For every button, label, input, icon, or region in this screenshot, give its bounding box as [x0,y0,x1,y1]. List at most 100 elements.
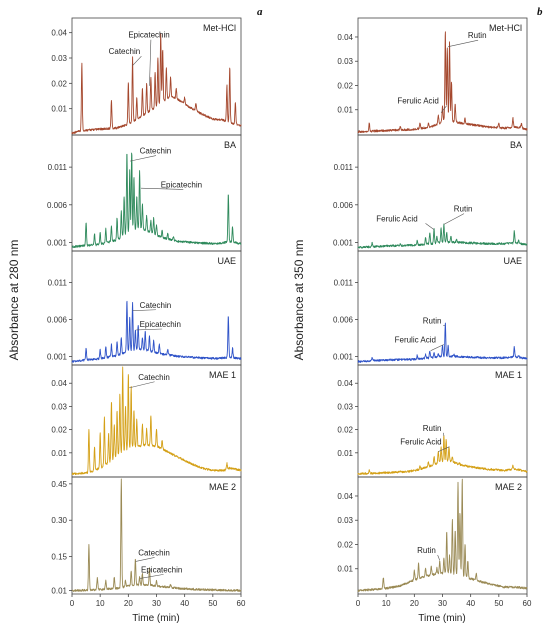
x-tick-label: 60 [237,599,246,608]
y-tick-label: 0.02 [51,426,67,435]
x-tick-label: 50 [494,599,503,608]
y-tick-label: 0.006 [333,201,354,210]
y-tick-label: 0.01 [51,587,67,596]
y-tick-label: 0.04 [337,33,353,42]
panel-label: Met-HCl [203,23,236,33]
y-tick-label: 0.011 [334,279,354,288]
y-tick-label: 0.01 [337,565,353,574]
annotation-leader-line [442,432,445,437]
chromatogram-trace [71,33,242,135]
annotation-leader-line [136,328,163,331]
peak-annotation: Catechin [140,301,172,310]
y-tick-label: 0.03 [51,54,67,63]
panel-frame [357,17,528,136]
peak-annotation: Catechin [109,47,141,56]
y-tick-label: 0.006 [47,316,68,325]
y-tick-label: 0.001 [47,238,68,247]
y-tick-label: 0.001 [333,238,354,247]
annotation-leader-line [140,574,164,579]
annotation-leader-line [132,309,157,312]
y-tick-label: 0.01 [51,105,67,114]
peak-annotation: Epicatechin [140,320,181,329]
annotation-leader-line [140,187,184,190]
column-b-x-axis-label: Time (min) [418,613,465,624]
peak-annotation: Ferulic Acid [397,97,438,106]
column-a-y-axis-label: Absorbance at 280 nm [7,240,21,361]
x-tick-label: 30 [152,599,161,608]
peak-annotation: Ferulic Acid [376,214,417,223]
y-tick-label: 0.02 [337,540,353,549]
column-a-letter: a [257,6,263,18]
panel-b-uae: 0.001 0.006 0.011 UAE Rutin Ferulic Acid [333,250,528,366]
panel-a-mae-2: 0.01 0.15 0.30 0.45 MAE 2 Catechin Epicatechin… [51,476,246,608]
chromatogram-trace [357,322,528,363]
chromatogram-trace [71,152,242,248]
panel-label: BA [510,140,522,150]
annotation-leader-line [443,213,465,225]
column-a-x-axis-label: Time (min) [132,613,179,624]
panel-label: UAE [217,256,236,266]
y-tick-label: 0.001 [47,353,68,362]
chromatogram-trace [357,223,528,249]
y-tick-label: 0.006 [333,316,354,325]
annotation-leader-line [438,446,450,452]
y-tick-label: 0.04 [337,379,353,388]
panel-a-uae: 0.001 0.006 0.011 UAE Catechin Epicatechin [47,250,242,366]
peak-annotation: Rutin [423,316,442,325]
chromatogram-trace [71,366,242,476]
annotation-leader-line [149,39,152,86]
peak-annotation: Epicatechin [161,180,202,189]
peak-annotation: Catechin [138,548,170,557]
x-tick-label: 0 [70,599,75,608]
y-tick-label: 0.04 [337,492,353,501]
column-b-letter: b [537,6,543,18]
annotation-leader-line [430,344,444,351]
panel-label: MAE 2 [209,482,236,492]
annotation-leader-line [425,223,435,230]
chromatogram-trace [357,435,528,475]
x-tick-label: 40 [180,599,189,608]
y-tick-label: 0.03 [337,402,353,411]
panel-frame [71,364,242,478]
peak-annotation: Catechin [138,373,170,382]
y-tick-label: 0.03 [337,57,353,66]
y-tick-label: 0.011 [334,163,354,172]
panel-frame [357,134,528,252]
y-tick-label: 0.04 [51,29,67,38]
peak-annotation: Epicatechin [141,565,182,574]
x-tick-label: 50 [208,599,217,608]
panel-b-mae-2: 0.01 0.02 0.03 0.04 MAE 2 Rutin 0 10 20 30 40 50 60 [337,476,532,608]
y-tick-label: 0.006 [47,201,68,210]
panel-label: BA [224,140,236,150]
annotation-leader-line [437,554,440,561]
peak-annotation: Ferulic Acid [400,438,441,447]
peak-annotation: Catechin [140,147,172,156]
x-tick-label: 30 [438,599,447,608]
y-tick-label: 0.02 [337,426,353,435]
panel-a-met-hcl: 0.01 0.02 0.03 0.04 Met-HCl Catechin Epicatech… [51,17,242,136]
panel-frame [357,476,528,595]
annotation-leader-line [440,105,447,113]
x-tick-label: 10 [96,599,105,608]
annotation-leader-line [135,557,155,562]
panel-b-mae-1: 0.01 0.02 0.03 0.04 MAE 1 Rutin Ferulic Acid [337,364,528,478]
y-tick-label: 0.30 [51,516,67,525]
peak-annotation: Rutin [417,546,436,555]
y-tick-label: 0.03 [51,402,67,411]
y-tick-label: 0.011 [48,279,68,288]
panel-a-mae-1: 0.01 0.02 0.03 0.04 MAE 1 Catechin [51,364,242,478]
y-tick-label: 0.01 [337,449,353,458]
x-tick-label: 10 [382,599,391,608]
panel-a-ba: 0.001 0.006 0.011 BA Catechin Epicatechin [47,134,242,252]
y-tick-label: 0.011 [48,163,68,172]
peak-annotation: Rutin [454,205,473,214]
x-tick-label: 20 [124,599,133,608]
panel-label: MAE 2 [495,482,522,492]
y-tick-label: 0.03 [337,516,353,525]
x-tick-label: 40 [466,599,475,608]
panel-label: MAE 1 [495,370,522,380]
panel-b-ba: 0.001 0.006 0.011 BA Ferulic Acid Rutin [333,134,528,252]
panels-group: 0.01 0.02 0.03 0.04 Met-HCl Catechin Epicatech… [47,17,532,608]
